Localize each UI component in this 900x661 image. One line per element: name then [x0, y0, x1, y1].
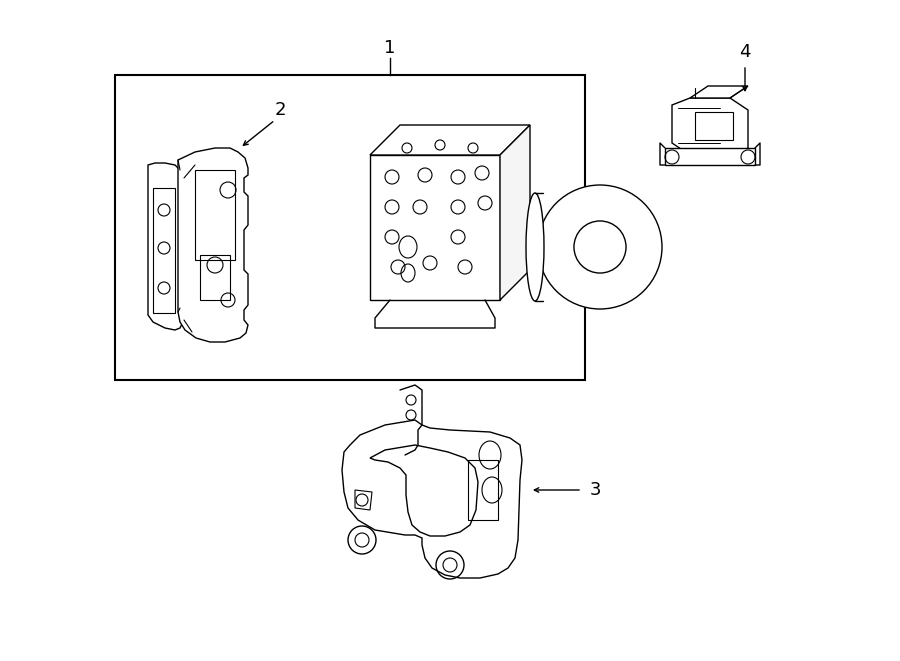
- Bar: [695, 112, 733, 140]
- Text: 1: 1: [384, 39, 396, 57]
- Polygon shape: [370, 125, 530, 155]
- Polygon shape: [355, 490, 372, 510]
- Polygon shape: [672, 98, 748, 155]
- Ellipse shape: [526, 193, 544, 301]
- Text: 3: 3: [590, 481, 601, 499]
- Text: 2: 2: [274, 101, 286, 119]
- Polygon shape: [370, 445, 478, 536]
- Polygon shape: [690, 86, 748, 98]
- Polygon shape: [148, 163, 188, 330]
- Bar: [200, 255, 230, 300]
- Bar: [468, 460, 498, 520]
- Bar: [153, 188, 175, 313]
- Polygon shape: [370, 155, 500, 300]
- Bar: [115, 75, 585, 380]
- Polygon shape: [500, 125, 530, 300]
- Polygon shape: [178, 148, 248, 342]
- Bar: [195, 170, 235, 260]
- Text: 4: 4: [739, 43, 751, 61]
- Polygon shape: [665, 148, 755, 165]
- Polygon shape: [342, 420, 522, 578]
- Circle shape: [538, 185, 662, 309]
